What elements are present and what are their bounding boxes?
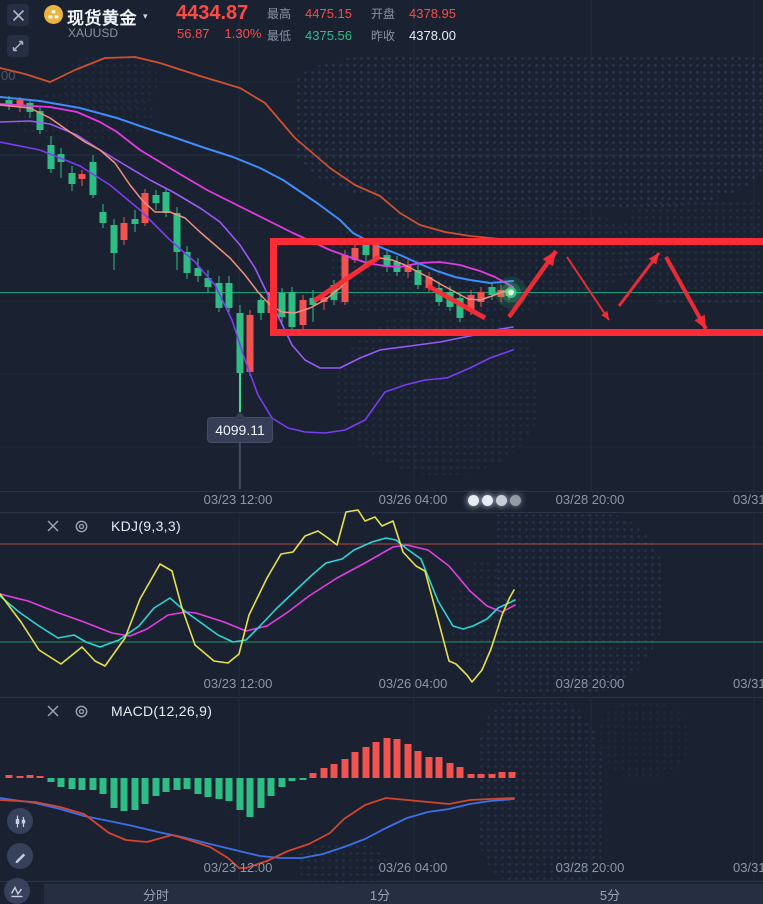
low-price-tooltip: 4099.11 (207, 412, 273, 443)
gear-icon (75, 705, 88, 717)
candlestick-icon (15, 815, 25, 827)
close-icon (47, 520, 59, 532)
time-label: 03/23 12:00 (203, 676, 273, 691)
last-price-glow (495, 276, 527, 309)
gear-icon (75, 520, 88, 532)
instrument-symbol: XAUUSD (68, 26, 119, 40)
tab-1min[interactable]: 1分 (369, 888, 391, 903)
clipped-axis-label: 00 (1, 68, 16, 83)
stat-label: 最高 (267, 7, 292, 21)
collapse-arrows-icon (12, 40, 24, 52)
line-chart-icon (10, 885, 23, 898)
daily-stats: 最高 4475.15 开盘 4378.95 最低 4375.56 昨收 4378… (267, 5, 456, 44)
pencil-icon (15, 853, 25, 863)
kdj-label: KDJ(9,3,3) (111, 518, 181, 534)
chart-type-button[interactable] (7, 808, 33, 834)
close-icon (12, 9, 24, 21)
tab-5min[interactable]: 5分 (599, 888, 621, 903)
tab-timeline[interactable]: 分时 (142, 888, 170, 903)
change-percent: 1.30% (224, 26, 262, 41)
macd-lines (0, 797, 515, 869)
stat-value-high: 4475.15 (305, 6, 352, 21)
close-button[interactable] (7, 4, 29, 26)
time-label: 03/28 20:00 (555, 492, 625, 507)
stat-value-low: 4375.56 (305, 28, 352, 43)
instrument-selector[interactable]: 现货黄金 ▾ (67, 4, 148, 29)
time-label: 03/26 04:00 (378, 492, 448, 507)
macd-close-button[interactable] (46, 704, 60, 718)
indicator-button[interactable] (4, 878, 30, 904)
kdj-panel-header: KDJ(9,3,3) (46, 517, 181, 535)
stat-label: 开盘 (371, 7, 396, 21)
time-label: 03/31 (733, 492, 763, 507)
time-label: 03/28 20:00 (555, 860, 625, 875)
ma-band-lines (0, 56, 514, 434)
macd-panel-header: MACD(12,26,9) (46, 702, 212, 720)
time-label: 03/28 20:00 (555, 676, 625, 691)
stat-label: 最低 (267, 29, 292, 43)
stat-label: 昨收 (371, 29, 396, 43)
macd-label: MACD(12,26,9) (111, 703, 213, 719)
stat-value-open: 4378.95 (409, 6, 456, 21)
kdj-close-button[interactable] (46, 519, 60, 533)
change-value: 56.87 (177, 26, 210, 41)
chevron-down-icon: ▾ (143, 11, 149, 21)
kdj-guides (0, 543, 763, 643)
time-label: 03/31 (733, 676, 763, 691)
annotation-drawings (270, 238, 763, 336)
gridlines (0, 0, 763, 880)
time-label: 03/26 04:00 (378, 676, 448, 691)
instrument-title: 现货黄金 (67, 9, 137, 28)
stat-value-prev-close: 4378.00 (409, 28, 456, 43)
collapse-button[interactable] (7, 35, 29, 57)
time-label: 03/23 12:00 (203, 492, 273, 507)
panel-separators (0, 491, 763, 882)
draw-button[interactable] (7, 843, 33, 869)
timeframe-tabbar: 分时 1分 5分 (44, 884, 763, 904)
loading-indicator (468, 495, 521, 506)
close-icon (47, 705, 59, 717)
last-price: 4434.87 (176, 2, 249, 24)
macd-histogram (5, 738, 516, 817)
time-label: 03/23 12:00 (203, 860, 273, 875)
candlestick-series (5, 96, 513, 413)
time-label: 03/31 (733, 860, 763, 875)
gold-coin-icon (44, 5, 63, 24)
price-change: 56.87 1.30% (177, 26, 261, 41)
time-label: 03/26 04:00 (378, 860, 448, 875)
macd-settings-button[interactable] (74, 704, 89, 719)
kdj-lines (0, 509, 516, 683)
kdj-settings-button[interactable] (74, 519, 89, 534)
